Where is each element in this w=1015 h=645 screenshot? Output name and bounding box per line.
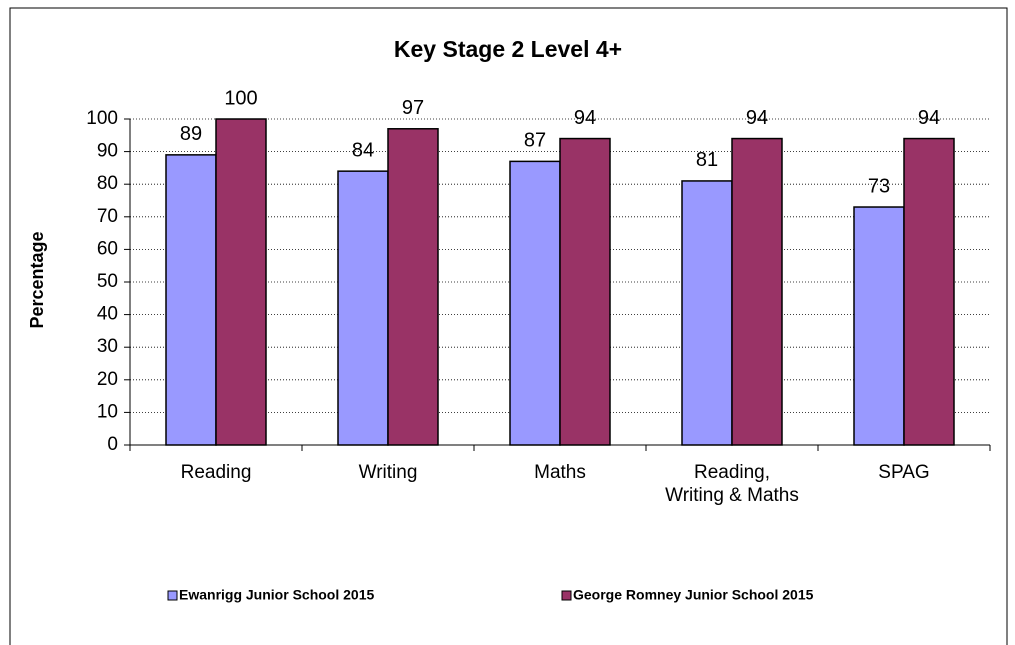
data-label: 94 xyxy=(574,107,596,129)
y-tick-label: 40 xyxy=(97,304,118,325)
chart-title: Key Stage 2 Level 4+ xyxy=(394,36,622,62)
y-tick-label: 100 xyxy=(86,108,118,129)
x-tick-label: Maths xyxy=(534,462,586,483)
bar xyxy=(165,154,217,446)
data-label: 97 xyxy=(402,97,424,119)
bar xyxy=(681,180,733,446)
legend-swatch xyxy=(167,590,178,601)
bar xyxy=(337,170,389,446)
y-tick-label: 50 xyxy=(97,271,118,292)
legend-label: George Romney Junior School 2015 xyxy=(573,587,814,603)
bar xyxy=(731,137,783,446)
y-tick-label: 70 xyxy=(97,206,118,227)
bar xyxy=(509,160,561,446)
chart-border xyxy=(9,7,1008,645)
data-label: 73 xyxy=(868,175,890,197)
bar xyxy=(215,118,267,446)
y-tick-label: 90 xyxy=(97,141,118,162)
y-tick-label: 30 xyxy=(97,336,118,357)
y-tick-label: 10 xyxy=(97,401,118,422)
legend-label: Ewanrigg Junior School 2015 xyxy=(179,587,374,603)
x-tick-label: Reading, Writing & Maths xyxy=(665,462,799,506)
bar xyxy=(387,128,439,446)
y-tick-label: 0 xyxy=(107,434,118,455)
bar xyxy=(559,137,611,446)
bar xyxy=(853,206,905,446)
data-label: 81 xyxy=(696,149,718,171)
x-tick-label: Reading xyxy=(180,462,252,483)
bar xyxy=(903,137,955,446)
y-tick-label: 60 xyxy=(97,238,118,259)
x-tick-label: Writing xyxy=(358,462,418,483)
data-label: 100 xyxy=(224,87,257,109)
x-tick-label: SPAG xyxy=(878,462,930,483)
data-label: 89 xyxy=(180,123,202,145)
legend-swatch xyxy=(561,590,572,601)
y-tick-label: 80 xyxy=(97,173,118,194)
y-tick-label: 20 xyxy=(97,369,118,390)
y-axis-label: Percentage xyxy=(27,231,47,328)
data-label: 94 xyxy=(918,107,940,129)
data-label: 94 xyxy=(746,107,768,129)
data-label: 84 xyxy=(352,139,374,161)
data-label: 87 xyxy=(524,130,546,152)
